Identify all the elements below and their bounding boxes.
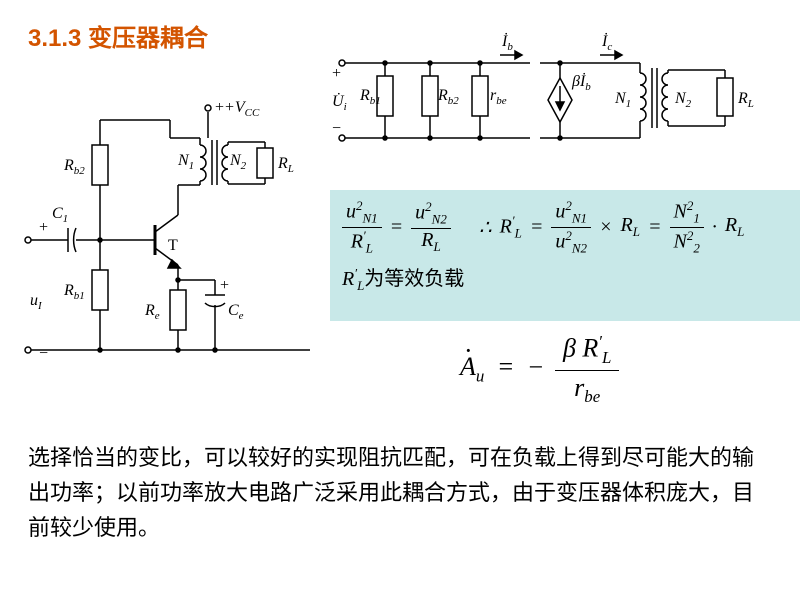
- svg-text:N1: N1: [614, 90, 631, 110]
- svg-text:U̇i: U̇i: [332, 93, 347, 113]
- svg-text:N2: N2: [229, 152, 247, 172]
- section-title: 3.1.3 变压器耦合: [28, 18, 208, 53]
- svg-text:N2: N2: [674, 90, 692, 110]
- gain-equation: ·Au = − β R′Lrbe: [460, 330, 619, 409]
- equation-box: u2N1R′L = u2N2RL ∴ R′L = u2N1u2N2 × RL =…: [330, 190, 800, 321]
- svg-text:++VCC: ++VCC: [215, 99, 260, 119]
- svg-text:−: −: [332, 120, 341, 137]
- circuit2-svg: + − U̇i Rb1 Rb2 rbe İb İc βİb N1 N2 RL: [330, 28, 780, 163]
- svg-text:Rb2: Rb2: [63, 157, 85, 177]
- svg-text:N1: N1: [177, 152, 194, 172]
- svg-text:rbe: rbe: [490, 87, 507, 107]
- description-text: 选择恰当的变比，可以较好的实现阻抗匹配，可在负载上得到尽可能大的输出功率；以前功…: [28, 440, 772, 546]
- svg-text:RL: RL: [277, 155, 294, 175]
- svg-text:+: +: [38, 219, 49, 236]
- svg-text:T: T: [168, 237, 178, 254]
- svg-text:Re: Re: [144, 302, 160, 322]
- svg-text:Ce: Ce: [228, 302, 244, 322]
- svg-text:Rb2: Rb2: [437, 87, 459, 107]
- svg-text:−: −: [38, 345, 49, 362]
- svg-text:RL: RL: [737, 90, 754, 110]
- svg-text:βİb: βİb: [571, 72, 591, 93]
- svg-text:İc: İc: [601, 32, 612, 53]
- svg-text:+: +: [332, 65, 341, 82]
- bjt-transformer-circuit: + − uI C1 Rb2 Rb1 T ++VCC Re Ce + N1 N2 …: [20, 90, 320, 380]
- svg-text:Rb1: Rb1: [63, 282, 85, 302]
- svg-text:uI: uI: [30, 292, 43, 312]
- svg-text:+: +: [220, 277, 229, 294]
- svg-text:C1: C1: [52, 205, 68, 225]
- svg-text:İb: İb: [501, 32, 513, 53]
- circuit1-svg: + − uI C1 Rb2 Rb1 T ++VCC Re Ce + N1 N2 …: [20, 90, 320, 380]
- small-signal-model: + − U̇i Rb1 Rb2 rbe İb İc βİb N1 N2 RL: [330, 28, 780, 163]
